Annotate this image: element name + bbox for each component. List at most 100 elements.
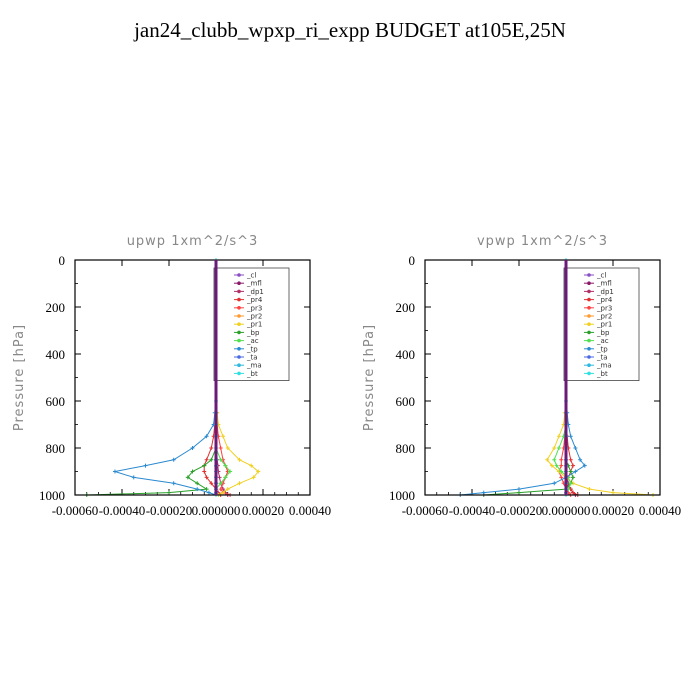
data-point	[218, 446, 223, 450]
legend-marker	[237, 273, 241, 277]
data-point	[185, 475, 190, 480]
data-point	[167, 490, 171, 495]
chart-upwp: upwp 1xm^2/s^3 Pressure [hPa] -0.00060 -0.0…	[12, 234, 331, 518]
data-point	[578, 457, 583, 462]
data-point	[571, 475, 576, 480]
y-tick-label: 0	[409, 253, 416, 268]
legend-label: _pr4	[596, 296, 613, 304]
y-tick-label: 200	[46, 300, 66, 315]
legend-label: _bp	[246, 329, 260, 337]
data-point	[568, 469, 573, 474]
data-point	[559, 475, 564, 480]
legend-marker	[237, 281, 241, 285]
x-tick-label: -0.00040	[99, 503, 146, 518]
data-point	[568, 457, 573, 462]
y-tick-label: 1000	[39, 488, 65, 503]
data-point	[143, 463, 148, 468]
y-tick-label: 600	[46, 394, 66, 409]
y-tick-label: 1000	[389, 488, 415, 503]
y-tick-label: 200	[396, 300, 416, 315]
legend-marker	[237, 355, 241, 359]
legend-marker	[237, 314, 241, 318]
data-point	[209, 446, 214, 450]
data-point	[131, 475, 136, 480]
plot-frame	[424, 259, 661, 496]
plot-frame	[74, 259, 311, 496]
legend-label: _ma	[246, 362, 262, 370]
legend-label: _bp	[596, 329, 610, 337]
data-point	[237, 481, 242, 486]
data-point	[202, 463, 207, 468]
legend-label: _cl	[246, 272, 256, 280]
legend-marker	[587, 289, 591, 294]
y-tick-label: 600	[396, 394, 416, 409]
legend-label: _pr3	[246, 304, 262, 312]
data-point	[556, 446, 561, 450]
legend-marker	[237, 347, 241, 351]
legend-label: _pr4	[246, 296, 263, 304]
x-tick-label: 0.000000	[542, 503, 591, 518]
legend-label: _ac	[246, 337, 259, 345]
x-tick-label: 0.00020	[242, 503, 284, 518]
data-point	[221, 490, 226, 495]
data-point	[204, 475, 209, 480]
legend-marker	[587, 297, 591, 302]
y-tick-label: 400	[396, 347, 416, 362]
x-tick-label: 0.00040	[289, 503, 331, 518]
data-point	[256, 469, 261, 474]
legend-marker	[587, 355, 591, 359]
data-point	[611, 490, 615, 495]
data-point	[556, 434, 561, 439]
y-tick-label: 800	[396, 441, 416, 456]
data-point	[225, 487, 230, 492]
legend-marker	[587, 314, 591, 318]
data-point	[552, 481, 557, 486]
data-point	[559, 469, 564, 474]
legend-marker	[237, 371, 241, 376]
data-point	[559, 463, 564, 468]
legend-marker	[237, 363, 241, 367]
data-point	[204, 434, 209, 439]
data-point	[249, 463, 254, 468]
data-point	[202, 469, 207, 474]
x-tick-label: 0.00040	[639, 503, 681, 518]
data-point	[582, 463, 587, 468]
y-axis-label: Pressure [hPa]	[12, 324, 27, 431]
legend-marker	[587, 281, 591, 285]
legend-label: _mfl	[246, 280, 262, 288]
data-point	[568, 434, 573, 439]
legend-label: _pr1	[596, 321, 612, 329]
data-point	[228, 469, 233, 474]
data-point	[204, 457, 209, 462]
legend-marker	[237, 306, 241, 310]
x-tick-label: 0.000000	[192, 503, 241, 518]
data-point	[206, 490, 211, 495]
legend-label: _bt	[596, 370, 608, 378]
legend-marker	[237, 322, 241, 326]
legend-marker	[237, 297, 241, 302]
legend-label: _ta	[596, 354, 608, 362]
legend-marker	[587, 330, 591, 335]
data-point	[190, 469, 195, 474]
legend-marker	[237, 289, 241, 294]
figure-title: jan24_clubb_wpxp_ri_expp BUDGET at105E,2…	[134, 18, 566, 42]
legend-marker	[587, 371, 591, 376]
data-point	[517, 490, 521, 495]
data-point	[204, 487, 209, 492]
data-point	[237, 457, 242, 462]
data-point	[587, 487, 592, 492]
x-tick-label: -0.00060	[52, 503, 99, 518]
data-point	[573, 446, 578, 450]
legend-label: _ta	[246, 354, 258, 362]
legend-label: _pr2	[596, 313, 612, 321]
chart-title: upwp 1xm^2/s^3	[127, 234, 259, 249]
x-tick-label: -0.00060	[402, 503, 449, 518]
legend-label: _dp1	[246, 288, 264, 296]
y-tick-label: 0	[59, 253, 66, 268]
data-point	[223, 463, 228, 468]
legend-marker	[587, 363, 591, 367]
data-point	[571, 463, 576, 468]
y-axis-label: Pressure [hPa]	[362, 324, 377, 431]
